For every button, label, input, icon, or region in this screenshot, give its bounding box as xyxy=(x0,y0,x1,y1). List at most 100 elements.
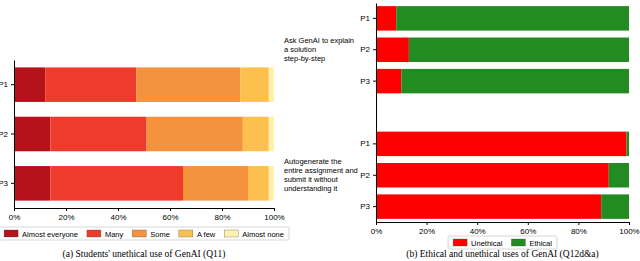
bar-segment xyxy=(376,132,626,156)
y-axis-line xyxy=(376,4,377,223)
y-tick: P2 xyxy=(0,130,14,139)
bar-segment xyxy=(609,163,629,187)
caption: (b) Ethical and unethical uses of GenAI … xyxy=(406,249,598,260)
legend-label: A few xyxy=(197,230,216,239)
x-tick-label: 80% xyxy=(214,213,230,222)
legend-swatch xyxy=(453,239,467,246)
legend-label: Ethical xyxy=(529,239,552,248)
x-tick-label: 0% xyxy=(371,227,383,236)
legend-swatch xyxy=(87,230,101,237)
legend-swatch xyxy=(511,239,525,246)
bar-segment xyxy=(45,67,136,102)
legend-label: Some xyxy=(150,230,170,239)
y-tick-mark xyxy=(373,81,376,82)
bar-segment xyxy=(50,117,146,152)
x-tick-label: 100% xyxy=(264,213,284,222)
bar-segment xyxy=(14,117,50,152)
legend-frame xyxy=(448,236,557,249)
bar-segment xyxy=(626,132,629,156)
y-tick: P2 xyxy=(360,45,376,54)
legend-swatch xyxy=(179,230,193,237)
legend-swatch xyxy=(132,230,146,237)
y-axis: P1 P2 P3 xyxy=(0,61,15,209)
x-tick-label: 40% xyxy=(470,227,486,236)
x-tick-mark xyxy=(118,208,119,211)
y-tick-mark xyxy=(11,84,14,85)
bar-segment xyxy=(248,166,269,201)
x-tick-mark xyxy=(14,208,15,211)
legend-swatch xyxy=(224,230,238,237)
x-tick: 100% xyxy=(619,222,639,236)
x-tick-mark xyxy=(528,222,529,225)
x-tick: 60% xyxy=(520,222,536,236)
x-axis: 0% 20% 40% 60% 80% 100% xyxy=(371,222,640,236)
bar-segment xyxy=(376,38,409,62)
bar-segment xyxy=(269,166,274,201)
bar-segment xyxy=(147,117,243,152)
bar-segment xyxy=(269,117,274,152)
y-tick: P1 xyxy=(0,80,14,89)
bar-segment xyxy=(240,67,269,102)
x-tick-mark xyxy=(170,208,171,211)
bar-segment xyxy=(376,194,601,218)
y-tick: P3 xyxy=(360,202,376,211)
y-tick: P3 xyxy=(0,179,14,188)
y-tick-label: P1 xyxy=(360,139,370,148)
x-tick-mark xyxy=(427,222,428,225)
bar-segment xyxy=(50,166,183,201)
x-tick-mark xyxy=(222,208,223,211)
y-tick-mark xyxy=(11,183,14,184)
x-tick-label: 60% xyxy=(520,227,536,236)
legend-frame xyxy=(0,227,289,240)
bar-segment xyxy=(401,69,629,93)
y-tick: P1 xyxy=(360,139,376,148)
bar-segment xyxy=(601,194,629,218)
caption: (a) Students' unethical use of GenAI (Q1… xyxy=(63,249,226,260)
x-tick: 0% xyxy=(9,208,21,222)
legend-label: Almost everyone xyxy=(22,230,78,239)
x-tick-mark xyxy=(629,222,630,225)
group-label: Ask GenAI to explaina solutionstep-by-st… xyxy=(284,36,354,63)
bar-segment xyxy=(396,6,629,30)
y-tick-mark xyxy=(373,18,376,19)
bars xyxy=(376,6,629,219)
y-tick-label: P1 xyxy=(360,14,370,23)
x-tick: 40% xyxy=(470,222,486,236)
bar-segment xyxy=(376,163,609,187)
bar-segment xyxy=(376,69,401,93)
bar-segment xyxy=(14,67,45,102)
x-tick: 80% xyxy=(214,208,230,222)
y-tick-label: P2 xyxy=(360,171,370,180)
bar-segment xyxy=(183,166,248,201)
x-tick-mark xyxy=(477,222,478,225)
bar-segment xyxy=(243,117,269,152)
x-tick-label: 20% xyxy=(419,227,435,236)
x-tick-mark xyxy=(274,208,275,211)
y-tick-label: P3 xyxy=(360,202,370,211)
x-tick: 100% xyxy=(264,208,284,222)
x-axis-line xyxy=(15,208,275,209)
y-axis-line xyxy=(14,61,15,209)
y-tick-mark xyxy=(373,175,376,176)
bar-segment xyxy=(14,166,50,201)
x-tick: 0% xyxy=(371,222,383,236)
x-axis-line xyxy=(377,222,630,223)
x-tick-label: 80% xyxy=(571,227,587,236)
y-tick: P3 xyxy=(360,77,376,86)
y-tick: P1 xyxy=(360,14,376,23)
x-tick: 80% xyxy=(571,222,587,236)
bar-segment xyxy=(136,67,240,102)
x-tick: 40% xyxy=(110,208,126,222)
y-tick-mark xyxy=(11,134,14,135)
legend: Almost everyoneManySomeA fewAlmost none xyxy=(0,227,289,240)
x-tick-mark xyxy=(376,222,377,225)
x-tick-label: 20% xyxy=(58,213,74,222)
x-tick-label: 60% xyxy=(162,213,178,222)
legend: Unethical Ethical xyxy=(448,236,557,249)
x-tick: 20% xyxy=(419,222,435,236)
legend-swatch xyxy=(4,230,18,237)
x-tick: 20% xyxy=(58,208,74,222)
x-axis: 0% 20% 40% 60% 80% 100% xyxy=(9,208,285,222)
legend-label: Unethical xyxy=(471,239,503,248)
chart-a: P1P2P30%20%40%60%80%100%Almost everyoneM… xyxy=(0,61,289,261)
